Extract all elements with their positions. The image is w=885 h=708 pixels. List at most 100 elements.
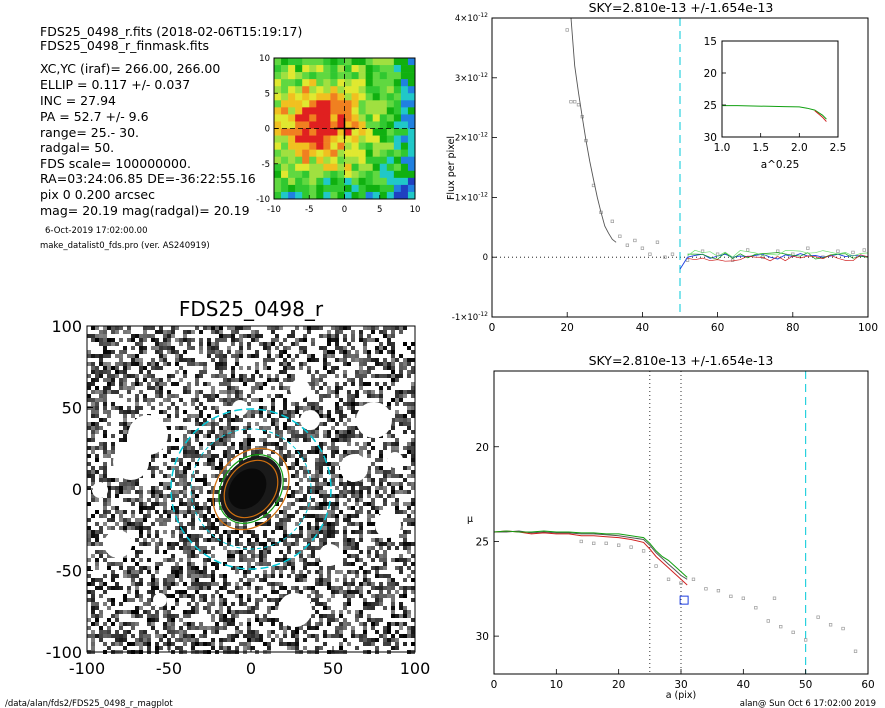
galaxy-image-pixel: [143, 642, 147, 646]
galaxy-image-pixel: [155, 350, 159, 354]
mu-profile-xtick-label: 50: [799, 679, 812, 691]
galaxy-image-pixel: [363, 598, 367, 602]
galaxy-image-pixel: [123, 438, 127, 442]
residual-map-cell: [351, 191, 359, 200]
residual-map-cell: [407, 142, 416, 150]
galaxy-image-pixel: [223, 614, 227, 618]
galaxy-image-pixel: [347, 354, 351, 358]
galaxy-image-pixel: [307, 478, 311, 482]
residual-map-cell: [344, 156, 352, 165]
galaxy-image-pixel: [139, 598, 143, 602]
galaxy-image-pixel: [351, 406, 355, 410]
galaxy-image-pixel: [387, 494, 391, 498]
galaxy-image-pixel: [219, 442, 223, 446]
galaxy-image-pixel: [391, 426, 395, 430]
galaxy-image-pixel: [291, 570, 295, 574]
galaxy-image-pixel: [239, 594, 243, 598]
galaxy-image-pixel: [315, 434, 319, 438]
galaxy-image-pixel: [367, 354, 371, 358]
galaxy-image-pixel: [355, 570, 359, 574]
mu-profile-point: [853, 649, 858, 653]
galaxy-image-pixel: [275, 618, 279, 622]
galaxy-image-pixel: [135, 342, 139, 346]
galaxy-image-pixel: [179, 618, 183, 622]
residual-map-cell: [309, 142, 317, 150]
residual-map-cell: [365, 191, 373, 200]
galaxy-image-pixel: [343, 538, 347, 542]
galaxy-image-pixel: [103, 450, 107, 454]
galaxy-image-pixel: [191, 598, 195, 602]
mu-profile-point: [772, 596, 777, 600]
galaxy-image-pixel: [203, 598, 207, 602]
galaxy-image-pixel: [167, 434, 171, 438]
galaxy-image-pixel: [215, 406, 219, 410]
galaxy-image-pixel: [259, 398, 263, 402]
residual-map-cell: [337, 135, 345, 143]
galaxy-image-pixel: [355, 354, 359, 358]
galaxy-image-pixel: [231, 330, 235, 334]
galaxy-image-pixel: [119, 358, 123, 362]
galaxy-image-pixel: [391, 634, 395, 638]
galaxy-image-pixel: [371, 546, 375, 550]
galaxy-image-pixel: [219, 354, 223, 358]
residual-map-cell: [344, 86, 352, 94]
galaxy-image-pixel: [295, 450, 299, 454]
galaxy-image-xtick-label: -100: [69, 659, 105, 678]
galaxy-image-pixel: [227, 450, 231, 454]
galaxy-image-pixel: [239, 558, 243, 562]
galaxy-image-pixel: [363, 390, 367, 394]
galaxy-image-pixel: [251, 530, 255, 534]
residual-map-cell: [400, 107, 409, 115]
residual-map-cell: [295, 114, 303, 122]
residual-map-cell: [288, 65, 296, 73]
galaxy-image-pixel: [347, 490, 351, 494]
galaxy-image-pixel: [107, 586, 111, 590]
galaxy-image-pixel: [155, 378, 159, 382]
galaxy-image-pixel: [295, 438, 299, 442]
galaxy-image-pixel: [147, 466, 151, 470]
galaxy-image-pixel: [315, 458, 319, 462]
galaxy-image-pixel: [151, 474, 155, 478]
galaxy-image-pixel: [251, 330, 255, 334]
galaxy-image-pixel: [259, 558, 263, 562]
residual-map-cell: [358, 177, 366, 186]
galaxy-image-pixel: [387, 350, 391, 354]
galaxy-image-pixel: [407, 442, 411, 446]
galaxy-image-pixel: [295, 430, 299, 434]
residual-map-xtick-label: 10: [410, 205, 421, 215]
galaxy-image-pixel: [275, 526, 279, 530]
galaxy-image-pixel: [375, 394, 379, 398]
galaxy-image-pixel: [267, 366, 271, 370]
galaxy-image-pixel: [159, 470, 163, 474]
galaxy-image-pixel: [187, 634, 191, 638]
galaxy-image-pixel: [143, 326, 147, 330]
galaxy-image-pixel: [279, 382, 283, 386]
galaxy-image-pixel: [187, 442, 191, 446]
mu-profile-point: [617, 543, 621, 547]
galaxy-image-pixel: [199, 598, 203, 602]
galaxy-image-pixel: [407, 634, 411, 638]
galaxy-image-pixel: [103, 498, 107, 502]
galaxy-image-pixel: [355, 498, 359, 502]
galaxy-image-pixel: [251, 454, 255, 458]
galaxy-image-pixel: [323, 538, 327, 542]
galaxy-image-pixel: [367, 530, 371, 534]
galaxy-image-pixel: [407, 362, 411, 366]
header-line2: FDS25_0498_r_finmask.fits: [40, 38, 209, 53]
galaxy-image-pixel: [219, 598, 223, 602]
galaxy-image-pixel: [87, 438, 91, 442]
galaxy-image-pixel: [107, 350, 111, 354]
galaxy-image-pixel: [203, 506, 207, 510]
galaxy-image-pixel: [159, 502, 163, 506]
galaxy-image-pixel: [231, 430, 235, 434]
galaxy-image-pixel: [151, 358, 155, 362]
galaxy-image-pixel: [395, 502, 399, 506]
galaxy-image-pixel: [187, 338, 191, 342]
galaxy-image-pixel: [171, 494, 175, 498]
residual-map-cell: [295, 107, 303, 115]
galaxy-image-pixel: [291, 402, 295, 406]
galaxy-image-pixel: [223, 562, 227, 566]
galaxy-image-pixel: [183, 634, 187, 638]
galaxy-image-pixel: [335, 618, 339, 622]
galaxy-image-pixel: [251, 554, 255, 558]
